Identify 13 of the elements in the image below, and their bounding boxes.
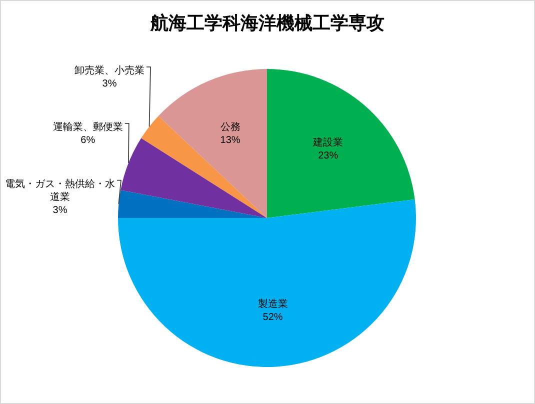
slice-label: 卸売業、小売業 [74,64,145,76]
slice-label: 建設業 [312,136,344,149]
data-label: 52% [262,312,283,324]
slice-label: 製造業 [258,298,288,310]
data-label: 3% [102,78,117,90]
data-label: 23% [318,150,338,162]
slice-label: 運輸業、郵便業 [52,120,123,133]
data-label: 3% [52,204,68,216]
data-label: 13% [220,135,240,146]
slice-label: 電気・ガス・熱供給・水道業 [5,178,115,203]
data-label: 6% [80,134,96,146]
chart-title: 航海工学科海洋機械工学専攻 [150,13,384,33]
slice-label: 公務 [220,121,240,134]
